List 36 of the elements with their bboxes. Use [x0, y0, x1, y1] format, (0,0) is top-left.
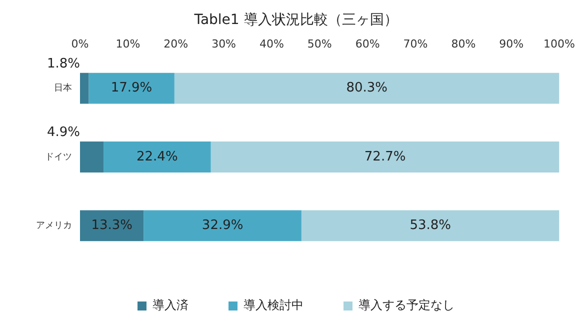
bar: [210, 142, 560, 172]
bar: [88, 72, 174, 104]
x-tick-label: 80%: [451, 37, 476, 50]
bar: [174, 72, 560, 104]
data-label: 17.9%: [110, 80, 152, 96]
x-tick-label: 20%: [164, 37, 188, 50]
legend-label: 導入済: [152, 298, 188, 312]
legend-label: 導入検討中: [244, 298, 304, 312]
x-tick-label: 0%: [71, 37, 89, 50]
x-tick-label: 60%: [355, 37, 380, 50]
data-label: 80.3%: [346, 80, 388, 96]
x-tick-label: 90%: [499, 37, 524, 50]
y-tick-label: アメリカ: [36, 221, 72, 232]
data-label: 4.9%: [46, 124, 80, 140]
x-tick-label: 10%: [116, 37, 140, 50]
bar: [144, 210, 302, 242]
y-tick-label: 日本: [54, 82, 72, 94]
y-tick-label: ドイツ: [45, 152, 72, 162]
bar: [80, 142, 104, 172]
data-label: 72.7%: [364, 149, 406, 164]
x-tick-label: 70%: [403, 37, 428, 50]
chart-title: Table1 導入状況比較（三ヶ国）: [193, 12, 398, 28]
x-tick-label: 50%: [307, 37, 332, 50]
data-label: 32.9%: [202, 218, 244, 234]
bar: [301, 210, 560, 242]
data-label: 53.8%: [410, 218, 452, 234]
data-label: 22.4%: [136, 149, 178, 164]
x-tick-label: 100%: [544, 37, 576, 50]
bar: [80, 210, 144, 242]
data-label: 1.8%: [46, 56, 80, 72]
bar: [103, 142, 211, 172]
x-tick-label: 40%: [259, 37, 284, 50]
data-label: 13.3%: [91, 218, 133, 234]
legend-label: 導入する予定なし: [358, 298, 454, 312]
x-tick-label: 30%: [212, 37, 236, 50]
bar: [80, 72, 89, 104]
